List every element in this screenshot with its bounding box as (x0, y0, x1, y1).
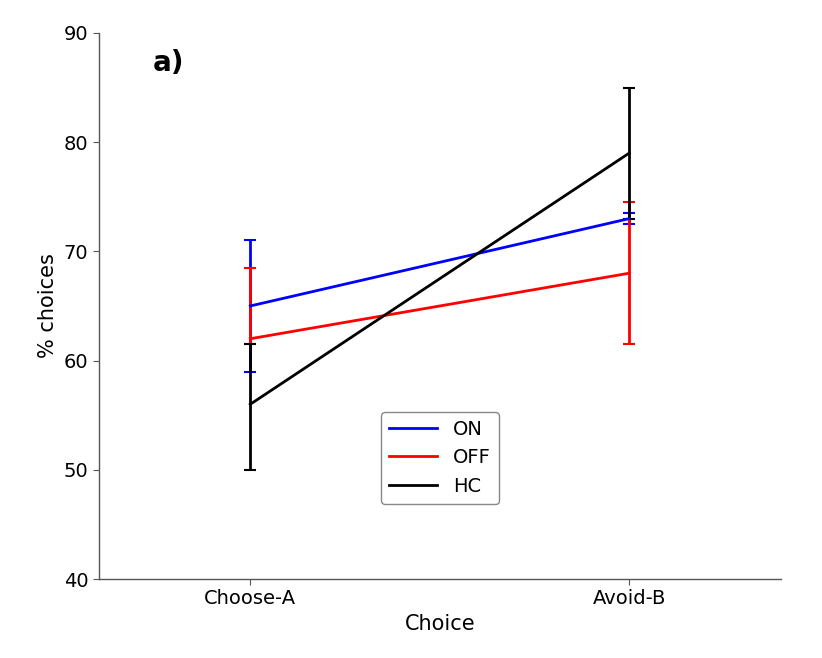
Text: a): a) (153, 49, 185, 77)
X-axis label: Choice: Choice (404, 614, 475, 634)
Y-axis label: % choices: % choices (38, 253, 58, 359)
Legend: ON, OFF, HC: ON, OFF, HC (381, 412, 499, 504)
